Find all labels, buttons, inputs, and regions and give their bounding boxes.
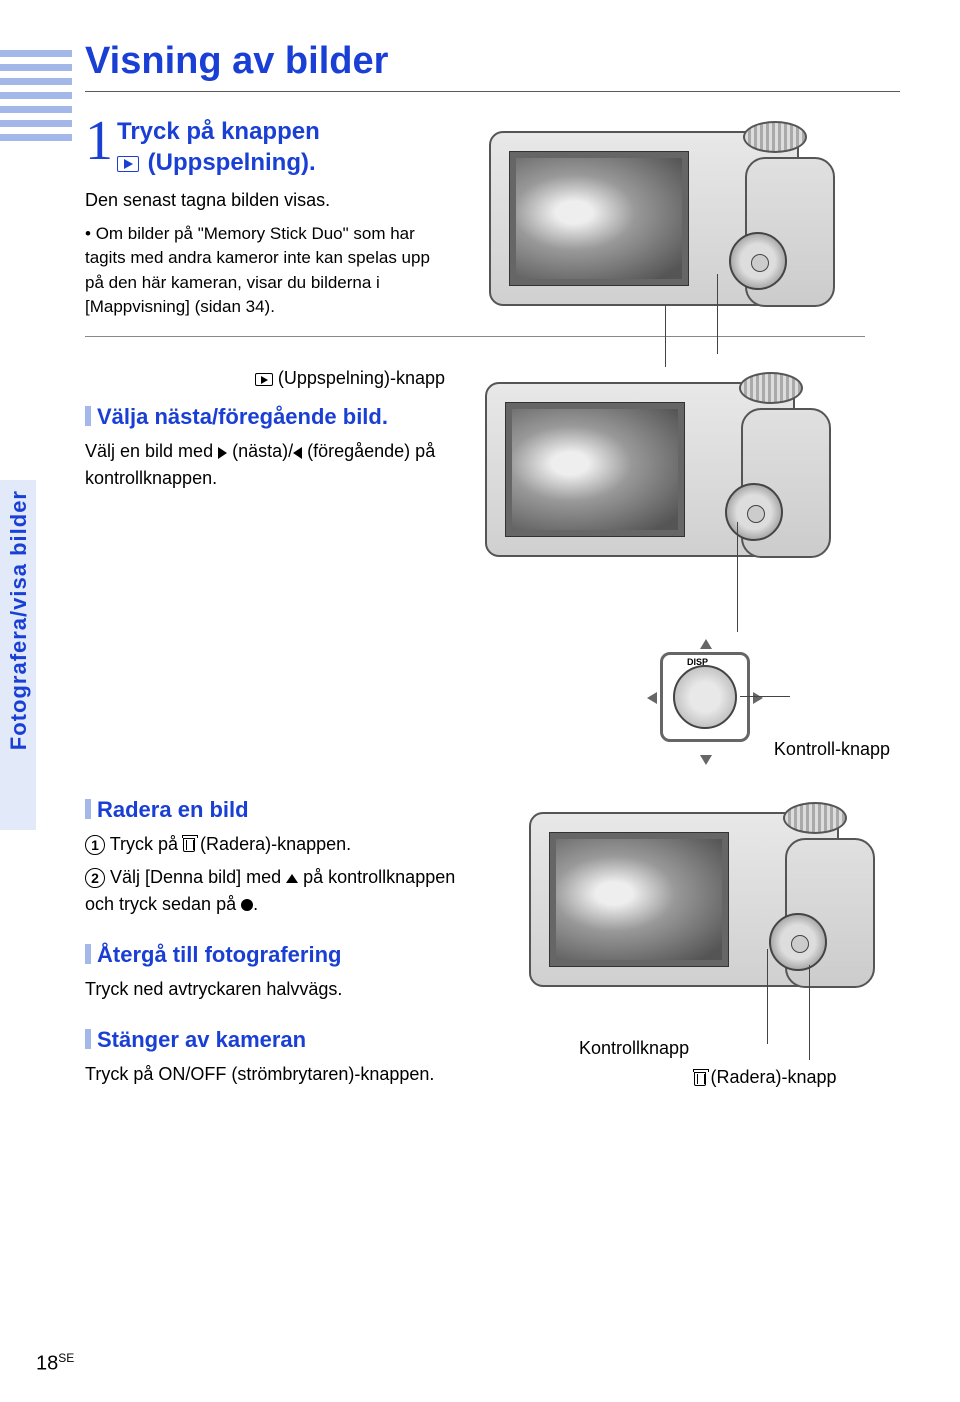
camera-illustration-2 — [465, 367, 865, 627]
trash-icon — [694, 1072, 706, 1086]
select-heading: Välja nästa/föregående bild. — [85, 404, 445, 430]
delete-button-label: (Radera)-knapp — [710, 1067, 836, 1087]
page-title: Visning av bilder — [85, 40, 900, 83]
step1-subtext: Den senast tagna bilden visas. — [85, 188, 445, 213]
playback-icon — [117, 156, 139, 172]
playback-icon — [255, 373, 273, 386]
select-text: Välj en bild med (nästa)/ (föregående) p… — [85, 438, 445, 492]
page-number: 18SE — [36, 1351, 74, 1376]
control-button-label: Kontroll-knapp — [774, 738, 890, 761]
center-dot-icon — [241, 899, 253, 911]
divider — [85, 336, 865, 337]
delete-step1: 1 Tryck på (Radera)-knappen. — [85, 831, 485, 858]
decorative-stripes — [0, 50, 72, 148]
sidebar-label: Fotografera/visa bilder — [6, 490, 32, 750]
camera-illustration-1 — [469, 116, 869, 326]
camera-illustration-3 — [509, 797, 909, 1027]
control-button-label-2: Kontrollknapp — [579, 1037, 689, 1060]
step-number-2: 2 — [85, 868, 105, 888]
step1-heading-line2: (Uppspelning). — [148, 149, 316, 176]
step-1: 1 Tryck på knappen (Uppspelning). Den se… — [85, 116, 900, 326]
step1-bullet: • Om bilder på "Memory Stick Duo" som ha… — [85, 222, 445, 321]
step-number: 1 — [85, 116, 113, 166]
off-heading: Stänger av kameran — [85, 1027, 485, 1053]
step-number-1: 1 — [85, 835, 105, 855]
delete-step2: 2 Välj [Denna bild] med på kontrollknapp… — [85, 864, 485, 918]
right-arrow-icon — [218, 447, 227, 459]
up-arrow-icon — [286, 874, 298, 883]
left-arrow-icon — [293, 447, 302, 459]
step1-heading-line1: Tryck på knappen — [117, 118, 320, 145]
return-text: Tryck ned avtryckaren halvvägs. — [85, 976, 485, 1003]
off-text: Tryck på ON/OFF (strömbrytaren)-knappen. — [85, 1061, 485, 1088]
return-heading: Återgå till fotografering — [85, 942, 485, 968]
trash-icon — [183, 838, 195, 852]
delete-heading: Radera en bild — [85, 797, 485, 823]
dpad-diagram: DISP — [645, 637, 765, 767]
playback-button-label: (Uppspelning)-knapp — [278, 368, 445, 388]
divider — [85, 91, 900, 92]
